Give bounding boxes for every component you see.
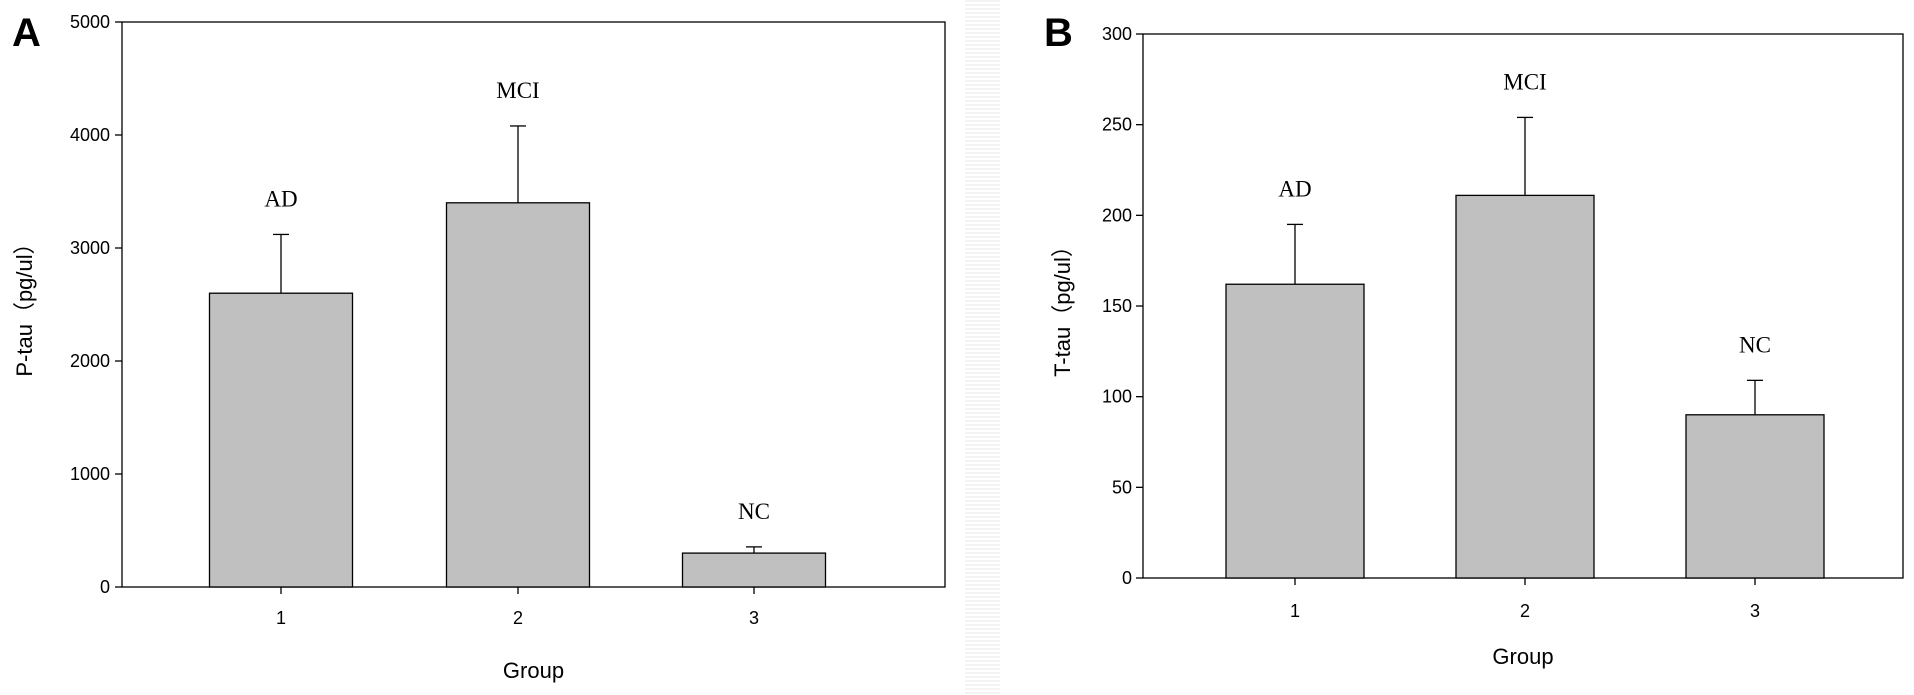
bar (445, 202, 591, 588)
y-tick-label: 150 (1102, 296, 1132, 316)
y-tick-label: 4000 (70, 125, 110, 145)
bar-annotation: AD (1278, 176, 1311, 201)
x-axis-label: Group (1492, 644, 1553, 669)
x-tick-label: 3 (1750, 601, 1760, 621)
y-tick-label: 200 (1102, 205, 1132, 225)
y-tick-label: 0 (100, 577, 110, 597)
y-tick-label: 1000 (70, 464, 110, 484)
bar-annotation: MCI (1503, 69, 1546, 94)
bar (681, 552, 827, 588)
bar-annotation: MCI (496, 78, 539, 103)
bar-annotation: NC (1739, 332, 1771, 357)
y-tick-label: 300 (1102, 24, 1132, 44)
y-tick-label: 3000 (70, 238, 110, 258)
panel-divider (965, 0, 1000, 695)
bar-annotation: NC (738, 499, 770, 524)
x-tick-label: 3 (749, 608, 759, 628)
chart-panel-a: A 0 1000 2000 3000 4000 5000 AD 1 MCI 2 NC 3 Group P-t… (12, 11, 946, 683)
x-tick-label: 1 (1290, 601, 1300, 621)
bar (1685, 414, 1825, 579)
bar (1455, 194, 1595, 579)
y-axis-label: P-tau（pg/ul） (12, 232, 37, 376)
bar (1225, 283, 1365, 579)
y-tick-label: 5000 (70, 12, 110, 32)
x-tick-label: 2 (1520, 601, 1530, 621)
x-axis-label: Group (503, 658, 564, 683)
y-tick-label: 250 (1102, 115, 1132, 135)
panel-letter: A (12, 11, 41, 55)
bar (208, 292, 354, 588)
panel-letter: B (1044, 11, 1073, 55)
y-tick-label: 100 (1102, 387, 1132, 407)
chart-panel-b: B 0 50 100 150 200 250 300 AD 1 MCI 2 NC 3 Group T-tau（… (1044, 11, 1904, 669)
y-tick-label: 2000 (70, 351, 110, 371)
bar-annotation: AD (264, 186, 297, 211)
y-tick-label: 50 (1112, 477, 1132, 497)
y-tick-label: 0 (1122, 568, 1132, 588)
x-tick-label: 1 (276, 608, 286, 628)
y-axis-label: T-tau（pg/ul） (1050, 235, 1075, 377)
x-tick-label: 2 (513, 608, 523, 628)
